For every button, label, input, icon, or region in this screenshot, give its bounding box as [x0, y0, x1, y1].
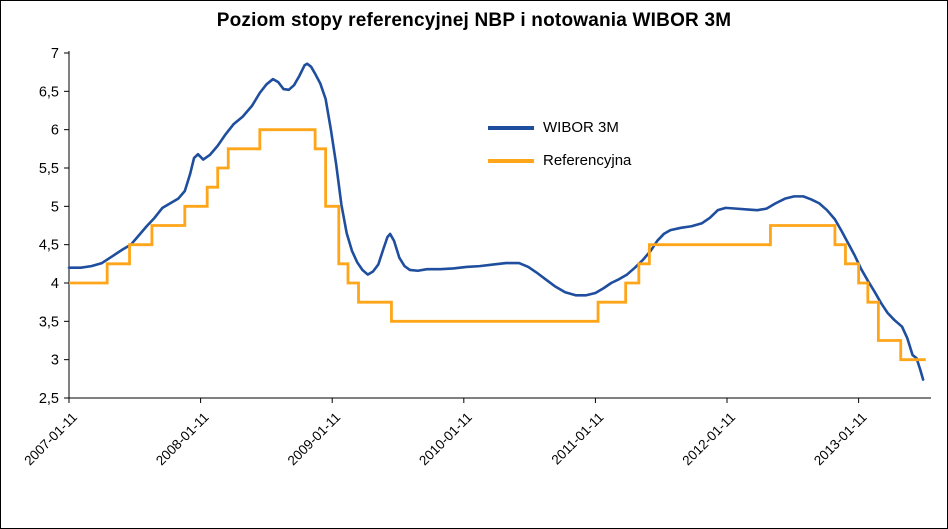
svg-text:6,5: 6,5 [39, 84, 59, 100]
svg-text:2007-01-11: 2007-01-11 [21, 410, 80, 469]
svg-text:5: 5 [51, 199, 59, 215]
svg-text:2011-01-11: 2011-01-11 [549, 410, 607, 468]
svg-text:5,5: 5,5 [39, 161, 59, 177]
legend-label-wibor: WIBOR 3M [543, 119, 619, 136]
svg-text:2010-01-11: 2010-01-11 [416, 410, 475, 469]
svg-text:2013-01-11: 2013-01-11 [811, 410, 870, 469]
svg-text:6: 6 [51, 123, 59, 139]
legend-swatch-wibor [488, 125, 534, 130]
svg-text:2009-01-11: 2009-01-11 [285, 410, 344, 469]
chart-title: Poziom stopy referencyjnej NBP i notowan… [216, 10, 732, 31]
chart-legend: WIBOR 3M Referencyjna [488, 119, 631, 169]
legend-swatch-referencyjna [488, 158, 534, 163]
legend-label-referencyjna: Referencyjna [543, 152, 632, 169]
svg-text:7: 7 [51, 46, 59, 62]
svg-text:2012-01-11: 2012-01-11 [679, 410, 738, 469]
svg-text:2008-01-11: 2008-01-11 [153, 410, 212, 469]
legend-item-wibor: WIBOR 3M [488, 119, 631, 136]
svg-text:4: 4 [51, 276, 59, 292]
svg-text:2,5: 2,5 [39, 391, 59, 407]
svg-text:4,5: 4,5 [39, 238, 59, 254]
legend-item-referencyjna: Referencyjna [488, 152, 631, 169]
svg-text:3: 3 [51, 353, 59, 369]
svg-text:3,5: 3,5 [39, 314, 59, 330]
